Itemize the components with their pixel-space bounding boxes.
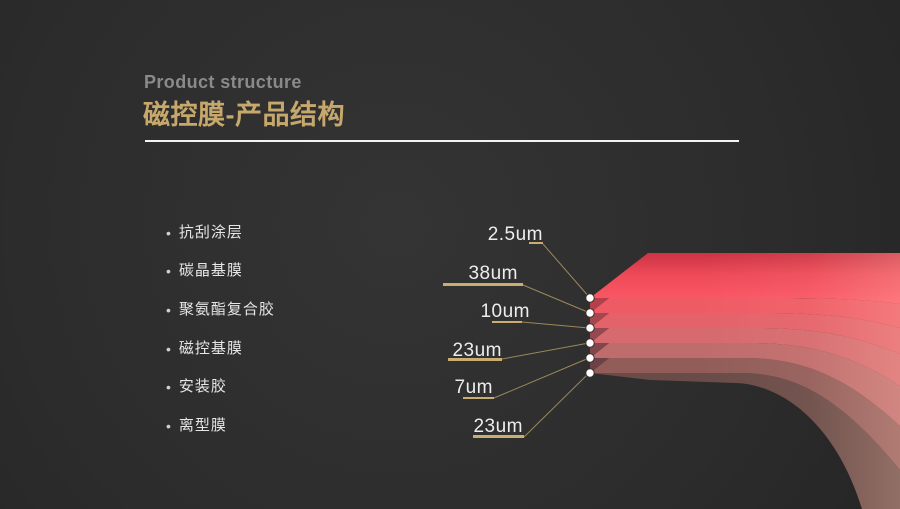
ribbon-layer-2 xyxy=(590,298,900,328)
thickness-underline xyxy=(492,321,522,323)
thickness-underline xyxy=(473,435,524,438)
layer-label: 离型膜 xyxy=(178,417,227,434)
list-item: • 安装胶 xyxy=(166,378,227,396)
bullet-icon: • xyxy=(166,379,172,395)
callout-line-1 xyxy=(542,243,591,299)
layer-dots xyxy=(585,293,595,378)
thickness-value: 23um xyxy=(473,416,523,437)
layer-dot-4 xyxy=(585,338,595,348)
bullet-icon: • xyxy=(166,225,172,241)
bullet-icon: • xyxy=(166,263,172,279)
layer-dot-1 xyxy=(585,293,595,303)
list-item: • 离型膜 xyxy=(166,417,227,435)
callout-line-2 xyxy=(522,284,591,314)
list-item: • 磁控基膜 xyxy=(166,340,243,358)
thickness-value: 10um xyxy=(480,301,530,322)
layer-label: 抗刮涂层 xyxy=(178,224,243,241)
ribbon-layer-1 xyxy=(590,253,900,304)
ribbon-stack xyxy=(590,253,900,509)
layer-dot-3 xyxy=(585,323,595,333)
layer-label: 安装胶 xyxy=(178,378,227,395)
list-item: • 碳晶基膜 xyxy=(166,262,243,280)
ribbon-layer-4 xyxy=(590,328,900,386)
thickness-value: 38um xyxy=(468,263,518,284)
callout-line-5 xyxy=(493,357,590,399)
layer-dot-2 xyxy=(585,308,595,318)
callout-line-3 xyxy=(521,321,590,329)
page-title: 磁控膜-产品结构 xyxy=(143,100,345,130)
ribbon-bottom-edge xyxy=(590,373,900,509)
ribbon-tip-undersides xyxy=(590,298,609,373)
thickness-underline xyxy=(463,397,494,399)
callout-line-6 xyxy=(523,372,590,438)
bullet-icon: • xyxy=(166,418,172,434)
bullet-icon: • xyxy=(166,302,172,318)
layer-label: 磁控基膜 xyxy=(178,340,243,357)
thickness-underline xyxy=(443,283,523,286)
ribbon-highlight-overlay xyxy=(590,253,900,509)
list-item: • 抗刮涂层 xyxy=(166,224,243,242)
bullet-icon: • xyxy=(166,341,172,357)
ribbon-layer-5 xyxy=(590,343,900,426)
ribbon-layer-3 xyxy=(590,313,900,354)
thickness-value: 2.5um xyxy=(487,224,543,245)
thickness-value: 7um xyxy=(454,377,493,398)
title-divider xyxy=(145,140,739,142)
callout-line-4 xyxy=(501,342,590,360)
layer-dot-6 xyxy=(585,368,595,378)
list-item: • 聚氨酯复合胶 xyxy=(166,301,275,319)
layer-label: 聚氨酯复合胶 xyxy=(178,301,275,318)
slide-kicker: Product structure xyxy=(144,72,302,92)
thickness-underline xyxy=(448,358,502,361)
ribbon-layer-6 xyxy=(590,358,900,470)
thickness-underline xyxy=(529,242,543,244)
layer-dot-5 xyxy=(585,353,595,363)
thickness-value: 23um xyxy=(452,340,502,361)
layer-label: 碳晶基膜 xyxy=(178,262,243,279)
